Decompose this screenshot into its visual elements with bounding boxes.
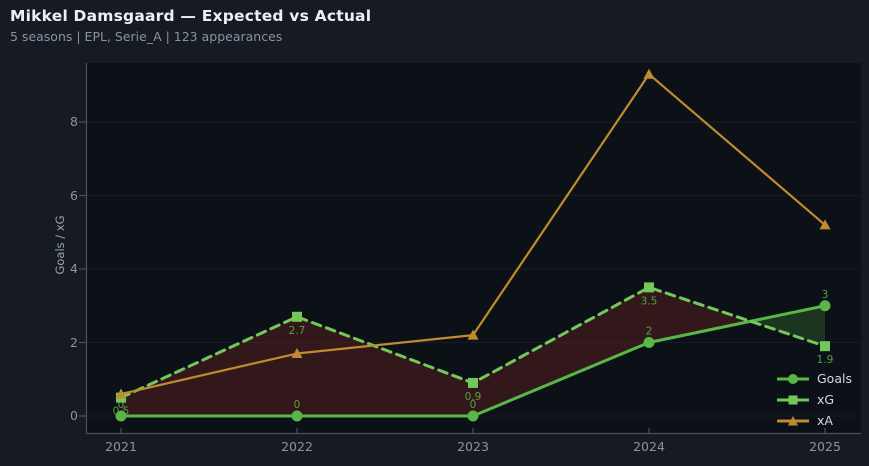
xa-point xyxy=(291,348,303,359)
x-axis-tick-label: 2023 xyxy=(457,439,489,454)
xg-point-label: 2.7 xyxy=(289,325,306,337)
xg-legend-marker-icon xyxy=(788,395,798,404)
x-axis-tick-label: 2021 xyxy=(105,439,137,454)
goals-legend-marker-icon xyxy=(788,373,798,384)
legend-label: xG xyxy=(817,392,835,407)
fill-region xyxy=(473,287,649,416)
goals-point-label: 2 xyxy=(646,326,653,338)
xg-point xyxy=(644,282,654,293)
y-axis-tick-label: 8 xyxy=(70,114,78,129)
xg-point-label: 1.9 xyxy=(817,354,834,366)
legend-label: Goals xyxy=(817,371,852,386)
goals-point xyxy=(291,410,303,422)
chart-subtitle: 5 seasons | EPL, Serie_A | 123 appearanc… xyxy=(10,29,283,44)
fill-region xyxy=(649,287,751,343)
goals-point xyxy=(467,410,479,422)
goals-point-label: 0 xyxy=(470,399,477,411)
y-axis-tick-label: 4 xyxy=(70,261,78,276)
legend-item-xa: xA xyxy=(776,410,852,431)
goals-point-label: 3 xyxy=(822,289,829,301)
xg-legend-swatch xyxy=(777,395,809,404)
xg-point-label: 0.5 xyxy=(113,406,130,418)
chart-title: Mikkel Damsgaard — Expected vs Actual xyxy=(10,7,372,25)
goals-point-label: 0 xyxy=(118,399,125,411)
xg-point xyxy=(820,341,830,352)
goals-legend-swatch xyxy=(777,373,809,384)
xa-point xyxy=(819,219,831,230)
x-axis-tick-label: 2025 xyxy=(809,439,841,454)
y-axis-tick-label: 6 xyxy=(70,187,78,203)
legend-label: xA xyxy=(817,413,833,428)
legend-item-xg: xG xyxy=(776,389,852,410)
xa-point xyxy=(467,329,479,340)
xa-legend-marker-icon xyxy=(788,415,798,425)
y-axis-tick-label: 2 xyxy=(70,334,78,350)
goals-point xyxy=(819,300,831,312)
xa-point xyxy=(643,68,655,79)
goals-point-label: 0 xyxy=(294,399,301,411)
xg-point-label: 0.9 xyxy=(465,391,482,403)
xa-point xyxy=(115,388,127,399)
goals-point xyxy=(115,410,127,422)
fill-region xyxy=(121,316,297,416)
y-axis-title: Goals / xG xyxy=(53,215,67,275)
xg-point-label: 3.5 xyxy=(641,295,658,307)
xg-point xyxy=(292,311,302,322)
fill-region xyxy=(297,316,473,416)
x-axis-tick-label: 2022 xyxy=(281,439,313,454)
x-axis-tick-label: 2024 xyxy=(633,439,665,454)
xa-legend-swatch xyxy=(777,415,809,425)
y-axis-tick-label: 0 xyxy=(70,408,78,423)
legend: Goals xG xA xyxy=(776,368,852,431)
legend-item-goals: Goals xyxy=(776,368,852,389)
fill-region xyxy=(750,305,825,347)
xg-point xyxy=(468,377,478,388)
goals-point xyxy=(643,337,655,348)
